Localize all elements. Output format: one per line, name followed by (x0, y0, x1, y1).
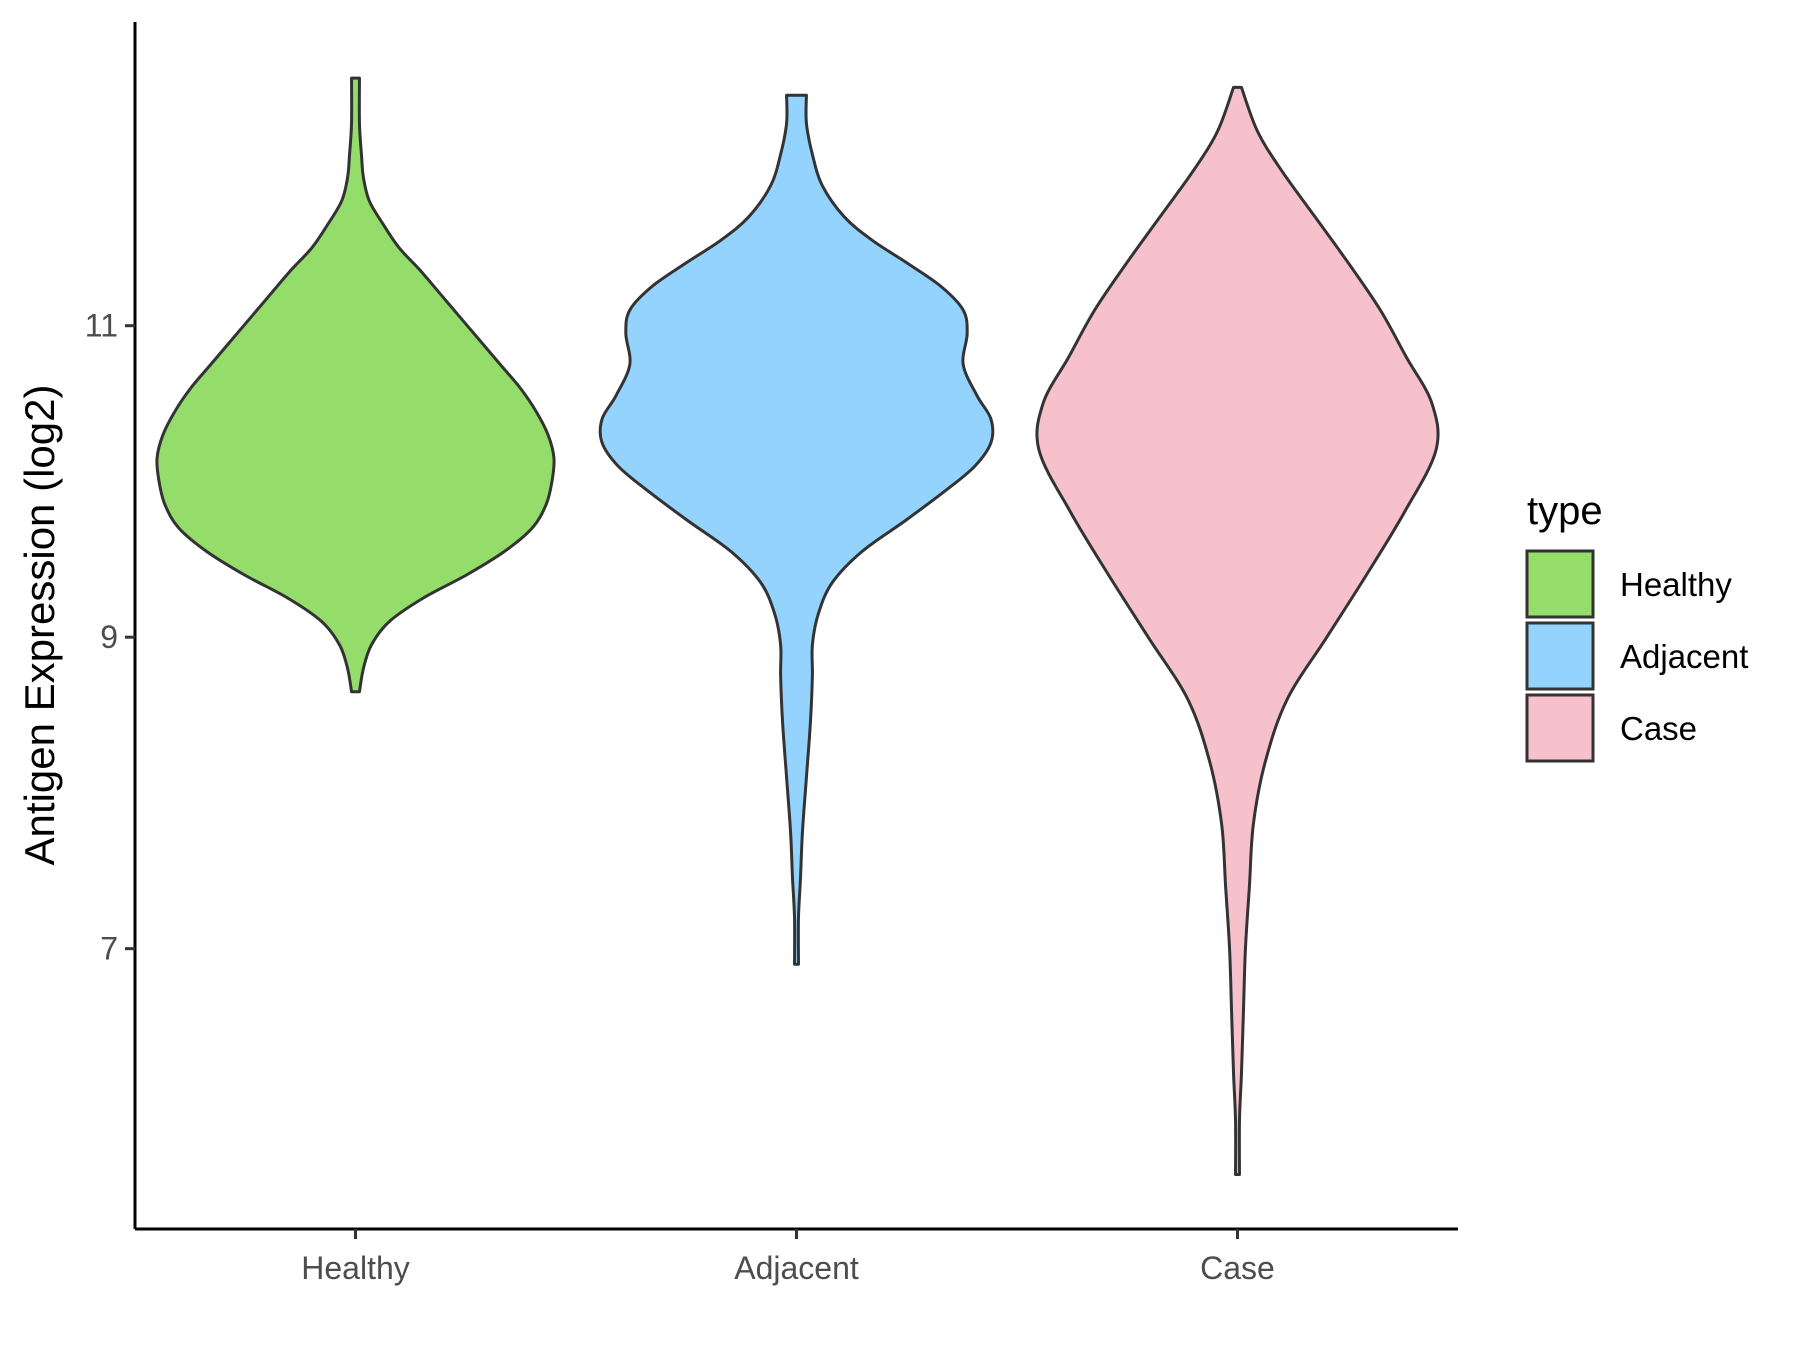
legend-swatch-healthy (1525, 549, 1595, 619)
y-tick-label: 11 (85, 308, 118, 344)
y-tick-label: 7 (100, 931, 118, 967)
legend-title: type (1527, 489, 1603, 533)
legend-swatch-adjacent (1525, 621, 1595, 691)
violin-adjacent (598, 93, 995, 966)
x-tick-label: Case (1200, 1250, 1275, 1286)
x-tick-label: Adjacent (734, 1250, 859, 1286)
x-tick-label: Healthy (301, 1250, 410, 1286)
y-tick-label: 9 (100, 619, 118, 655)
legend-swatch-case (1525, 693, 1595, 763)
violin-healthy (155, 76, 556, 694)
violins (155, 76, 1440, 1176)
y-axis-title: Antigen Expression (log2) (16, 385, 63, 866)
y-ticks: 7 9 11 (85, 308, 135, 967)
legend-label-case: Case (1620, 710, 1697, 747)
legend-label-adjacent: Adjacent (1620, 638, 1748, 675)
legend: type Healthy Adjacent Case (1525, 489, 1748, 763)
legend-label-healthy: Healthy (1620, 566, 1732, 603)
x-ticks: Healthy Adjacent Case (301, 1229, 1275, 1286)
violin-case (1035, 85, 1440, 1176)
